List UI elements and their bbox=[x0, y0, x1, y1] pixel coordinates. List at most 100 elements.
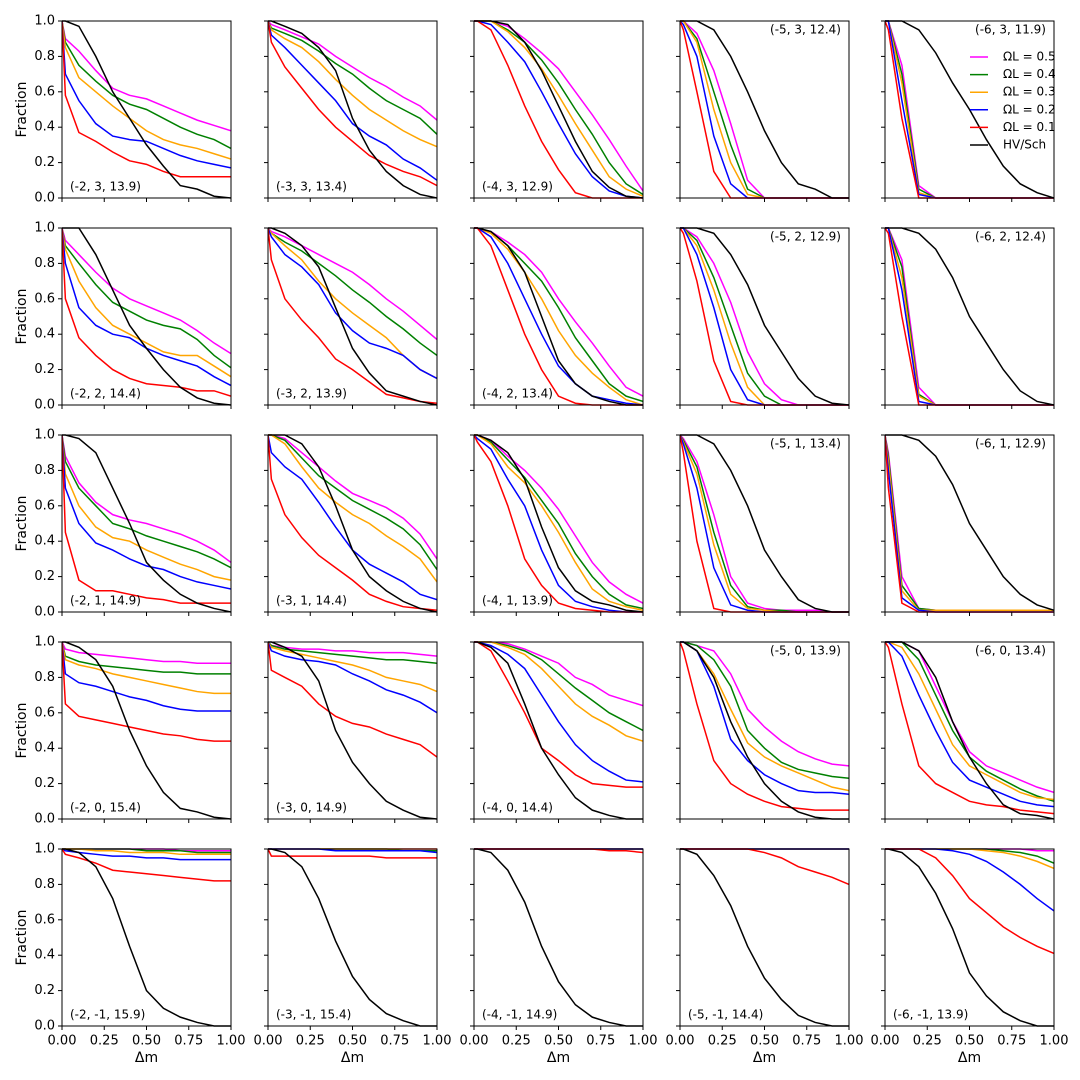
y-axis-label: Fraction bbox=[14, 703, 30, 759]
panel-label: (-4, 0, 14.4) bbox=[482, 801, 553, 815]
axes-frame bbox=[61, 848, 232, 1027]
x-tick-label: 1.00 bbox=[835, 1034, 864, 1049]
y-tick-label: 1.0 bbox=[34, 14, 55, 29]
y-tick-label: 0.4 bbox=[34, 948, 55, 963]
panel-label: (-4, -1, 14.9) bbox=[482, 1008, 557, 1022]
y-tick-label: 0.0 bbox=[34, 398, 55, 413]
plot-lines bbox=[268, 641, 437, 820]
plot-lines bbox=[680, 20, 849, 199]
legend-label: ΩL = 0.5 bbox=[1003, 50, 1056, 64]
series-line bbox=[474, 227, 643, 406]
plot-lines bbox=[885, 848, 1054, 1027]
y-tick-label: 0.2 bbox=[34, 776, 55, 791]
legend-label: ΩL = 0.3 bbox=[1003, 85, 1056, 99]
y-tick-label: 0.4 bbox=[34, 534, 55, 549]
series-line bbox=[268, 20, 437, 187]
series-line bbox=[885, 434, 1054, 611]
series-line bbox=[474, 20, 643, 199]
series-line bbox=[474, 227, 643, 406]
series-line bbox=[268, 20, 437, 181]
series-line bbox=[62, 434, 231, 569]
plot-lines bbox=[268, 20, 437, 199]
y-tick-label: 0.2 bbox=[34, 155, 55, 170]
x-tick-label: 0.00 bbox=[48, 1034, 77, 1049]
x-tick-label: 0.25 bbox=[708, 1034, 737, 1049]
series-line bbox=[268, 434, 437, 560]
plot-lines bbox=[680, 227, 849, 406]
panel-label: (-5, 0, 13.9) bbox=[770, 644, 841, 658]
panel-label: (-4, 2, 13.4) bbox=[482, 387, 553, 401]
series-line bbox=[680, 434, 849, 613]
plot-lines bbox=[268, 848, 437, 1027]
series-line bbox=[680, 641, 849, 811]
series-line bbox=[680, 848, 849, 1027]
plot-lines bbox=[680, 641, 849, 820]
y-axis-label: Fraction bbox=[14, 82, 30, 138]
series-line bbox=[680, 227, 849, 406]
x-tick-label: 0.75 bbox=[380, 1034, 409, 1049]
series-line bbox=[474, 641, 643, 742]
series-line bbox=[268, 227, 437, 404]
panel-label: (-2, 1, 14.9) bbox=[70, 594, 141, 608]
series-line bbox=[680, 434, 849, 613]
axes-frame bbox=[267, 434, 438, 613]
axes-frame bbox=[267, 641, 438, 820]
panel-label: (-6, -1, 13.9) bbox=[893, 1008, 968, 1022]
series-line bbox=[680, 641, 849, 820]
axes-frame bbox=[473, 848, 644, 1027]
panel-label: (-6, 3, 11.9) bbox=[975, 23, 1046, 37]
series-line bbox=[885, 434, 1054, 611]
legend-label: ΩL = 0.4 bbox=[1003, 67, 1056, 81]
x-axis-label: Δm bbox=[135, 1050, 158, 1066]
panel-label: (-6, 1, 12.9) bbox=[975, 437, 1046, 451]
x-tick-label: 0.00 bbox=[666, 1034, 695, 1049]
series-line bbox=[268, 434, 437, 583]
series-line bbox=[680, 20, 849, 199]
x-axis-label: Δm bbox=[958, 1050, 981, 1066]
series-line bbox=[268, 641, 437, 693]
plot-lines bbox=[62, 227, 231, 406]
panel-label: (-5, 3, 12.4) bbox=[770, 23, 841, 37]
legend-label: ΩL = 0.1 bbox=[1003, 120, 1056, 134]
series-line bbox=[268, 227, 437, 341]
series-line bbox=[268, 227, 437, 406]
y-tick-label: 0.8 bbox=[34, 877, 55, 892]
y-tick-label: 0.8 bbox=[34, 49, 55, 64]
panel-label: (-5, 2, 12.9) bbox=[770, 230, 841, 244]
series-line bbox=[62, 848, 231, 882]
series-line bbox=[680, 227, 849, 406]
series-line bbox=[474, 20, 643, 199]
x-axis-label: Δm bbox=[341, 1050, 364, 1066]
series-line bbox=[680, 434, 849, 613]
x-tick-label: 0.25 bbox=[90, 1034, 119, 1049]
x-tick-label: 0.00 bbox=[871, 1034, 900, 1049]
axes-frame bbox=[679, 434, 850, 613]
x-axis-label: Δm bbox=[547, 1050, 570, 1066]
series-line bbox=[474, 434, 643, 611]
x-tick-label: 1.00 bbox=[217, 1034, 246, 1049]
series-line bbox=[474, 227, 643, 406]
x-tick-label: 0.00 bbox=[460, 1034, 489, 1049]
series-line bbox=[474, 434, 643, 613]
panel-label: (-6, 0, 13.4) bbox=[975, 644, 1046, 658]
series-line bbox=[885, 641, 1054, 803]
series-line bbox=[268, 848, 437, 859]
y-axis-label: Fraction bbox=[14, 289, 30, 345]
panel-label: (-6, 2, 12.4) bbox=[975, 230, 1046, 244]
x-tick-label: 0.75 bbox=[997, 1034, 1026, 1049]
plot-lines bbox=[268, 434, 437, 613]
series-line bbox=[474, 434, 643, 613]
plot-lines bbox=[474, 20, 643, 199]
series-line bbox=[268, 848, 437, 1027]
axes-frame bbox=[679, 227, 850, 406]
series-line bbox=[62, 434, 231, 590]
series-line bbox=[885, 641, 1054, 815]
series-line bbox=[680, 434, 849, 613]
plot-lines bbox=[474, 227, 643, 406]
series-line bbox=[885, 848, 1054, 864]
series-line bbox=[268, 434, 437, 613]
plot-lines bbox=[680, 848, 849, 1027]
series-line bbox=[62, 20, 231, 199]
plot-lines bbox=[474, 848, 643, 1027]
y-tick-label: 0.0 bbox=[34, 1019, 55, 1034]
